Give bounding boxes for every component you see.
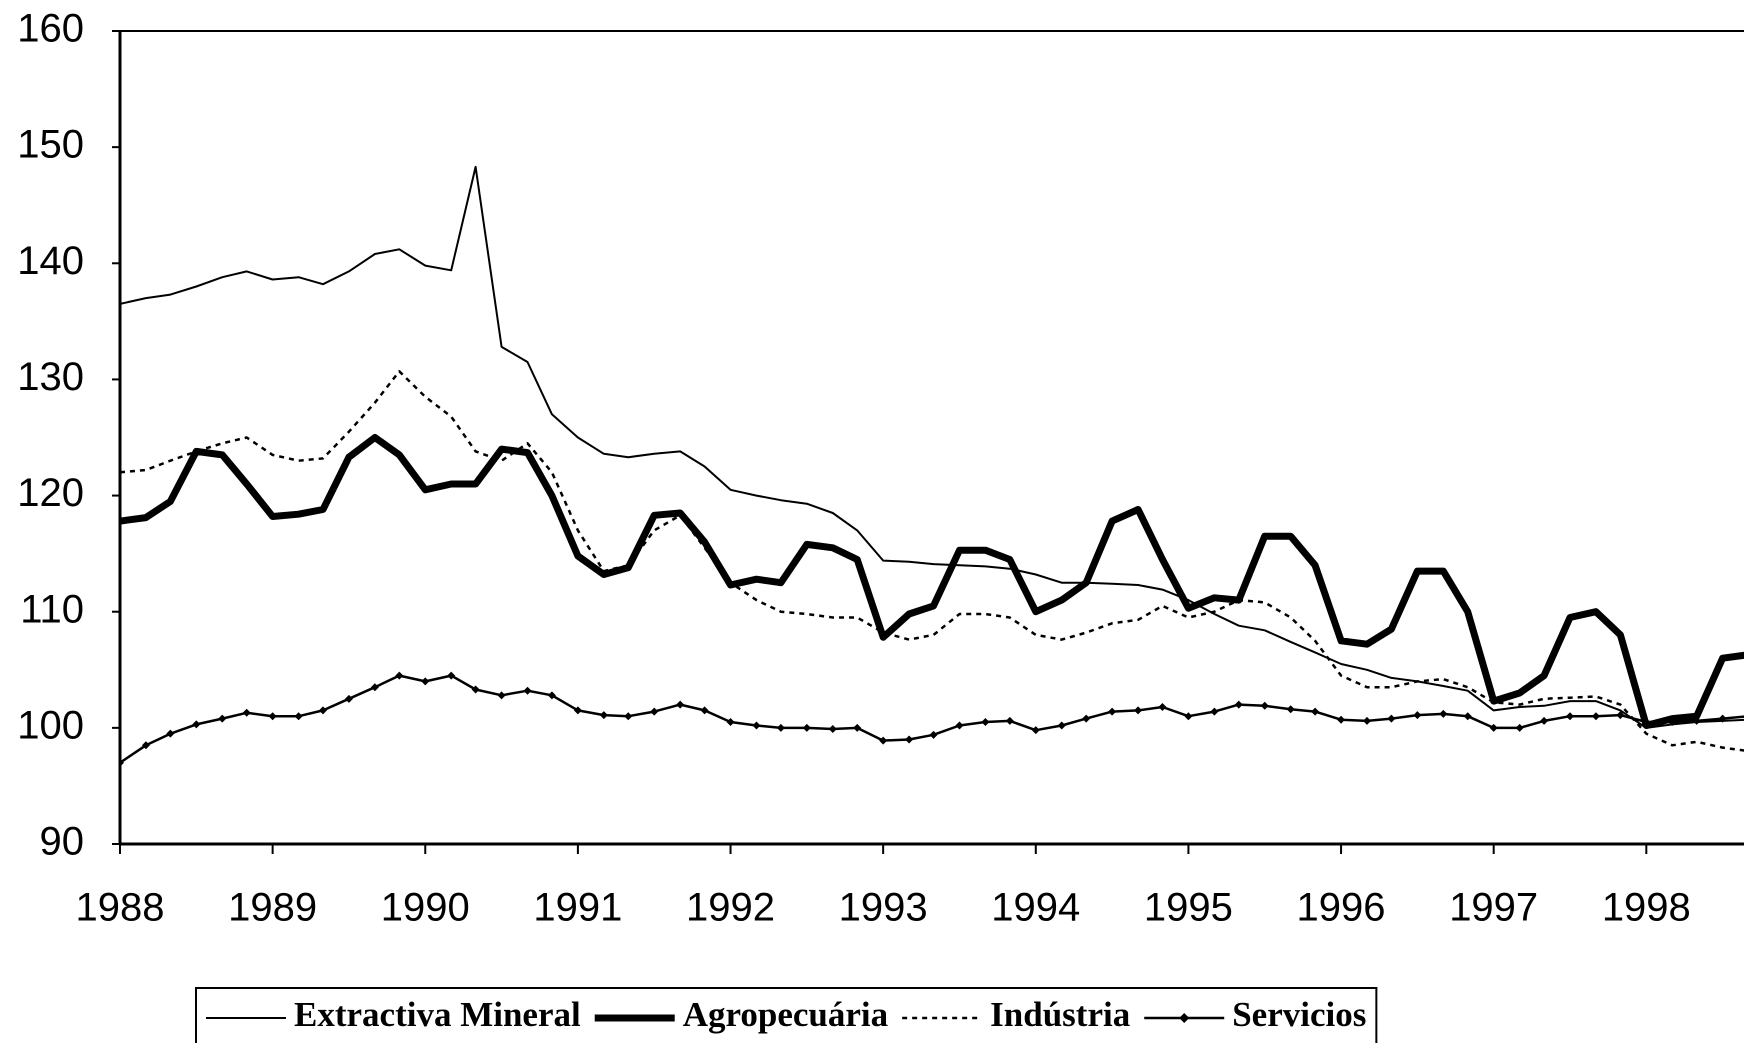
marker	[1184, 712, 1193, 721]
marker	[1616, 711, 1625, 720]
marker	[1387, 714, 1396, 723]
legend-label: Agropecuária	[683, 995, 888, 1034]
marker	[905, 735, 914, 744]
marker	[1515, 723, 1524, 732]
x-tick-label: 1989	[228, 886, 317, 930]
x-tick-label: 1998	[1602, 886, 1691, 930]
marker	[1158, 702, 1167, 711]
marker	[447, 671, 456, 680]
marker	[218, 714, 227, 723]
y-tick-label: 160	[17, 7, 84, 51]
y-tick-label: 90	[40, 820, 85, 864]
marker	[1363, 716, 1371, 725]
legend-marker	[1179, 1013, 1190, 1023]
x-tick-label: 1996	[1297, 886, 1386, 930]
marker	[1005, 716, 1014, 725]
marker	[1489, 723, 1498, 732]
line-series	[120, 165, 1744, 729]
marker	[802, 723, 811, 732]
marker	[1540, 716, 1549, 725]
marker	[1463, 712, 1472, 721]
marker	[1311, 707, 1320, 716]
marker	[676, 700, 685, 709]
marker	[1718, 714, 1727, 723]
y-tick-label: 110	[20, 587, 84, 631]
marker	[1591, 712, 1600, 721]
marker	[955, 721, 964, 730]
line-series	[120, 370, 1744, 752]
marker	[547, 691, 556, 700]
x-tick-label: 1995	[1144, 886, 1233, 930]
x-tick-label: 1993	[839, 886, 928, 930]
marker	[1566, 712, 1574, 721]
marker	[319, 706, 327, 715]
x-tick-label: 1990	[381, 886, 470, 930]
marker	[981, 718, 990, 727]
marker	[599, 711, 608, 720]
y-tick-label: 140	[17, 239, 84, 283]
marker	[573, 706, 582, 715]
x-tick-label: 1997	[1449, 886, 1538, 930]
marker	[344, 694, 353, 703]
marker	[294, 712, 303, 721]
legend-label: Indústria	[990, 995, 1130, 1034]
y-tick-label: 100	[17, 703, 84, 747]
marker	[497, 691, 506, 700]
marker	[471, 685, 480, 694]
marker	[929, 730, 938, 739]
marker	[166, 729, 175, 738]
x-tick-label: 1991	[533, 886, 622, 930]
x-tick-label: 1992	[686, 886, 775, 930]
y-tick-label: 120	[17, 471, 84, 515]
marker	[192, 720, 201, 729]
marker	[879, 736, 888, 745]
marker	[1108, 707, 1117, 716]
marker	[141, 741, 150, 750]
legend-label: Extractiva Mineral	[294, 995, 581, 1034]
marker	[752, 721, 761, 730]
marker	[1082, 714, 1091, 723]
marker	[1210, 707, 1219, 716]
marker	[1439, 709, 1448, 718]
marker	[1057, 721, 1066, 730]
marker	[523, 686, 532, 695]
x-tick-label: 1994	[991, 886, 1080, 930]
marker	[268, 712, 277, 721]
marker	[1413, 711, 1422, 720]
marker	[1134, 706, 1143, 715]
marker	[853, 723, 862, 732]
marker	[421, 677, 430, 686]
legend: Extractiva Mineral Agropecuária Indústria S…	[195, 987, 1378, 1043]
marker	[650, 707, 659, 716]
marker	[1031, 726, 1040, 735]
marker	[726, 718, 735, 727]
y-tick-label: 130	[17, 355, 84, 399]
marker	[1337, 715, 1346, 724]
marker	[370, 683, 379, 692]
x-tick-label: 1988	[76, 886, 165, 930]
legend-box	[195, 987, 1378, 1043]
marker	[242, 708, 251, 717]
legend-label: Servicios	[1232, 995, 1366, 1034]
marker	[395, 671, 404, 680]
marker	[624, 712, 633, 721]
marker	[120, 758, 124, 767]
marker	[776, 723, 785, 732]
marker	[1286, 705, 1295, 714]
marker	[1234, 700, 1243, 709]
marker	[700, 706, 709, 715]
line-series	[120, 434, 1744, 729]
marker	[828, 725, 837, 734]
y-tick-label: 150	[17, 123, 84, 167]
marker	[1692, 716, 1701, 725]
marker	[1642, 718, 1651, 727]
marker	[1668, 718, 1677, 727]
plot-area	[120, 165, 1744, 767]
line-series	[120, 674, 1744, 764]
marker	[1260, 701, 1269, 710]
